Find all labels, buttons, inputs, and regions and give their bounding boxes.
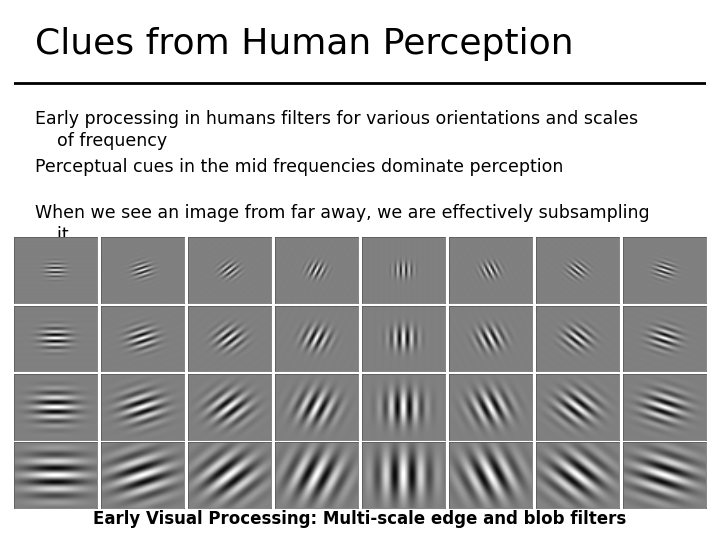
Text: Early processing in humans filters for various orientations and scales
    of fr: Early processing in humans filters for v… <box>35 110 638 150</box>
Text: Clues from Human Perception: Clues from Human Perception <box>35 26 574 60</box>
Text: Early Visual Processing: Multi-scale edge and blob filters: Early Visual Processing: Multi-scale edg… <box>94 510 626 528</box>
Text: When we see an image from far away, we are effectively subsampling
    it: When we see an image from far away, we a… <box>35 204 649 244</box>
Text: Perceptual cues in the mid frequencies dominate perception: Perceptual cues in the mid frequencies d… <box>35 158 564 176</box>
